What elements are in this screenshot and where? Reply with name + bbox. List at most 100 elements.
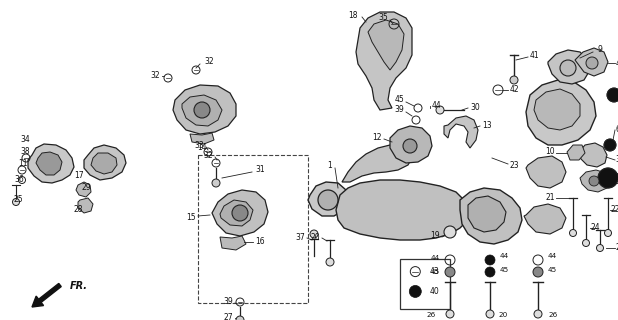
Circle shape xyxy=(310,230,318,238)
Circle shape xyxy=(446,310,454,318)
Text: 45: 45 xyxy=(500,267,509,273)
Polygon shape xyxy=(468,196,506,232)
Text: 28: 28 xyxy=(74,205,83,214)
Text: 44: 44 xyxy=(548,253,557,259)
Text: 45: 45 xyxy=(394,95,404,105)
Text: 3: 3 xyxy=(615,156,618,164)
Polygon shape xyxy=(91,153,117,174)
Circle shape xyxy=(409,285,421,298)
Text: 41: 41 xyxy=(530,51,540,60)
Text: 32: 32 xyxy=(150,71,160,81)
Text: 45: 45 xyxy=(431,269,440,275)
Text: 15: 15 xyxy=(187,213,196,222)
Polygon shape xyxy=(173,85,236,134)
Text: 37: 37 xyxy=(295,233,305,242)
Circle shape xyxy=(436,106,444,114)
Polygon shape xyxy=(390,126,432,163)
Circle shape xyxy=(318,190,338,210)
Text: 13: 13 xyxy=(482,121,492,130)
Polygon shape xyxy=(190,133,214,144)
Polygon shape xyxy=(567,145,585,160)
Polygon shape xyxy=(342,145,412,182)
Circle shape xyxy=(583,239,590,246)
Text: 45: 45 xyxy=(548,267,557,273)
Text: 31: 31 xyxy=(255,165,265,174)
Text: 18: 18 xyxy=(349,11,358,20)
Circle shape xyxy=(598,168,618,188)
Polygon shape xyxy=(78,198,93,213)
Text: 44: 44 xyxy=(431,255,440,261)
Polygon shape xyxy=(526,156,566,188)
Text: 24: 24 xyxy=(590,223,600,233)
Circle shape xyxy=(560,60,576,76)
Text: 42: 42 xyxy=(510,85,520,94)
Circle shape xyxy=(570,229,577,236)
Text: 16: 16 xyxy=(255,237,265,246)
Text: 34: 34 xyxy=(20,135,30,145)
Polygon shape xyxy=(534,89,580,130)
Circle shape xyxy=(232,205,248,221)
Text: 1: 1 xyxy=(328,161,332,170)
Text: 14: 14 xyxy=(197,143,207,153)
Text: 38: 38 xyxy=(20,148,30,156)
Circle shape xyxy=(510,76,518,84)
Polygon shape xyxy=(182,95,222,126)
Text: 10: 10 xyxy=(545,148,555,156)
Polygon shape xyxy=(575,48,608,76)
Text: 44: 44 xyxy=(500,253,509,259)
Text: 22: 22 xyxy=(611,205,618,214)
Text: 33: 33 xyxy=(194,140,204,149)
Circle shape xyxy=(607,88,618,102)
Polygon shape xyxy=(460,188,522,244)
Polygon shape xyxy=(548,50,590,84)
Polygon shape xyxy=(356,12,412,110)
Text: FR.: FR. xyxy=(70,281,88,291)
Circle shape xyxy=(589,176,599,186)
Polygon shape xyxy=(580,170,610,192)
Text: 2: 2 xyxy=(616,244,618,252)
Text: 40: 40 xyxy=(430,287,439,296)
Text: 32: 32 xyxy=(203,150,213,159)
Circle shape xyxy=(485,267,495,277)
Polygon shape xyxy=(36,152,62,175)
Circle shape xyxy=(236,316,244,320)
Circle shape xyxy=(445,267,455,277)
Polygon shape xyxy=(220,200,253,226)
Text: 25: 25 xyxy=(14,196,23,204)
Circle shape xyxy=(194,102,210,118)
Text: 36: 36 xyxy=(14,175,23,185)
Polygon shape xyxy=(524,204,566,234)
Circle shape xyxy=(533,267,543,277)
Polygon shape xyxy=(76,182,91,197)
Polygon shape xyxy=(336,180,468,240)
Text: 12: 12 xyxy=(373,133,382,142)
Circle shape xyxy=(604,229,611,236)
Polygon shape xyxy=(444,116,478,148)
Text: 30: 30 xyxy=(470,103,480,113)
Text: 39: 39 xyxy=(394,106,404,115)
Text: 26: 26 xyxy=(548,312,557,318)
Circle shape xyxy=(596,244,604,252)
Text: 19: 19 xyxy=(430,231,440,241)
Text: 4: 4 xyxy=(615,59,618,68)
Text: 23: 23 xyxy=(510,161,520,170)
FancyArrow shape xyxy=(32,284,61,307)
Polygon shape xyxy=(220,236,246,250)
Text: 20: 20 xyxy=(498,312,507,318)
Text: 43: 43 xyxy=(430,267,439,276)
Text: 17: 17 xyxy=(74,171,83,180)
Text: 26: 26 xyxy=(427,312,436,318)
Text: 20: 20 xyxy=(310,233,320,242)
Text: 21: 21 xyxy=(546,194,555,203)
Text: 35: 35 xyxy=(378,13,388,22)
Text: 9: 9 xyxy=(598,45,603,54)
Text: 39: 39 xyxy=(223,298,233,307)
Polygon shape xyxy=(308,182,348,216)
Polygon shape xyxy=(579,143,607,167)
Text: 44: 44 xyxy=(432,100,442,109)
Polygon shape xyxy=(28,144,74,183)
Circle shape xyxy=(486,310,494,318)
Text: 8: 8 xyxy=(616,173,618,182)
Text: 27: 27 xyxy=(223,314,233,320)
Circle shape xyxy=(485,255,495,265)
